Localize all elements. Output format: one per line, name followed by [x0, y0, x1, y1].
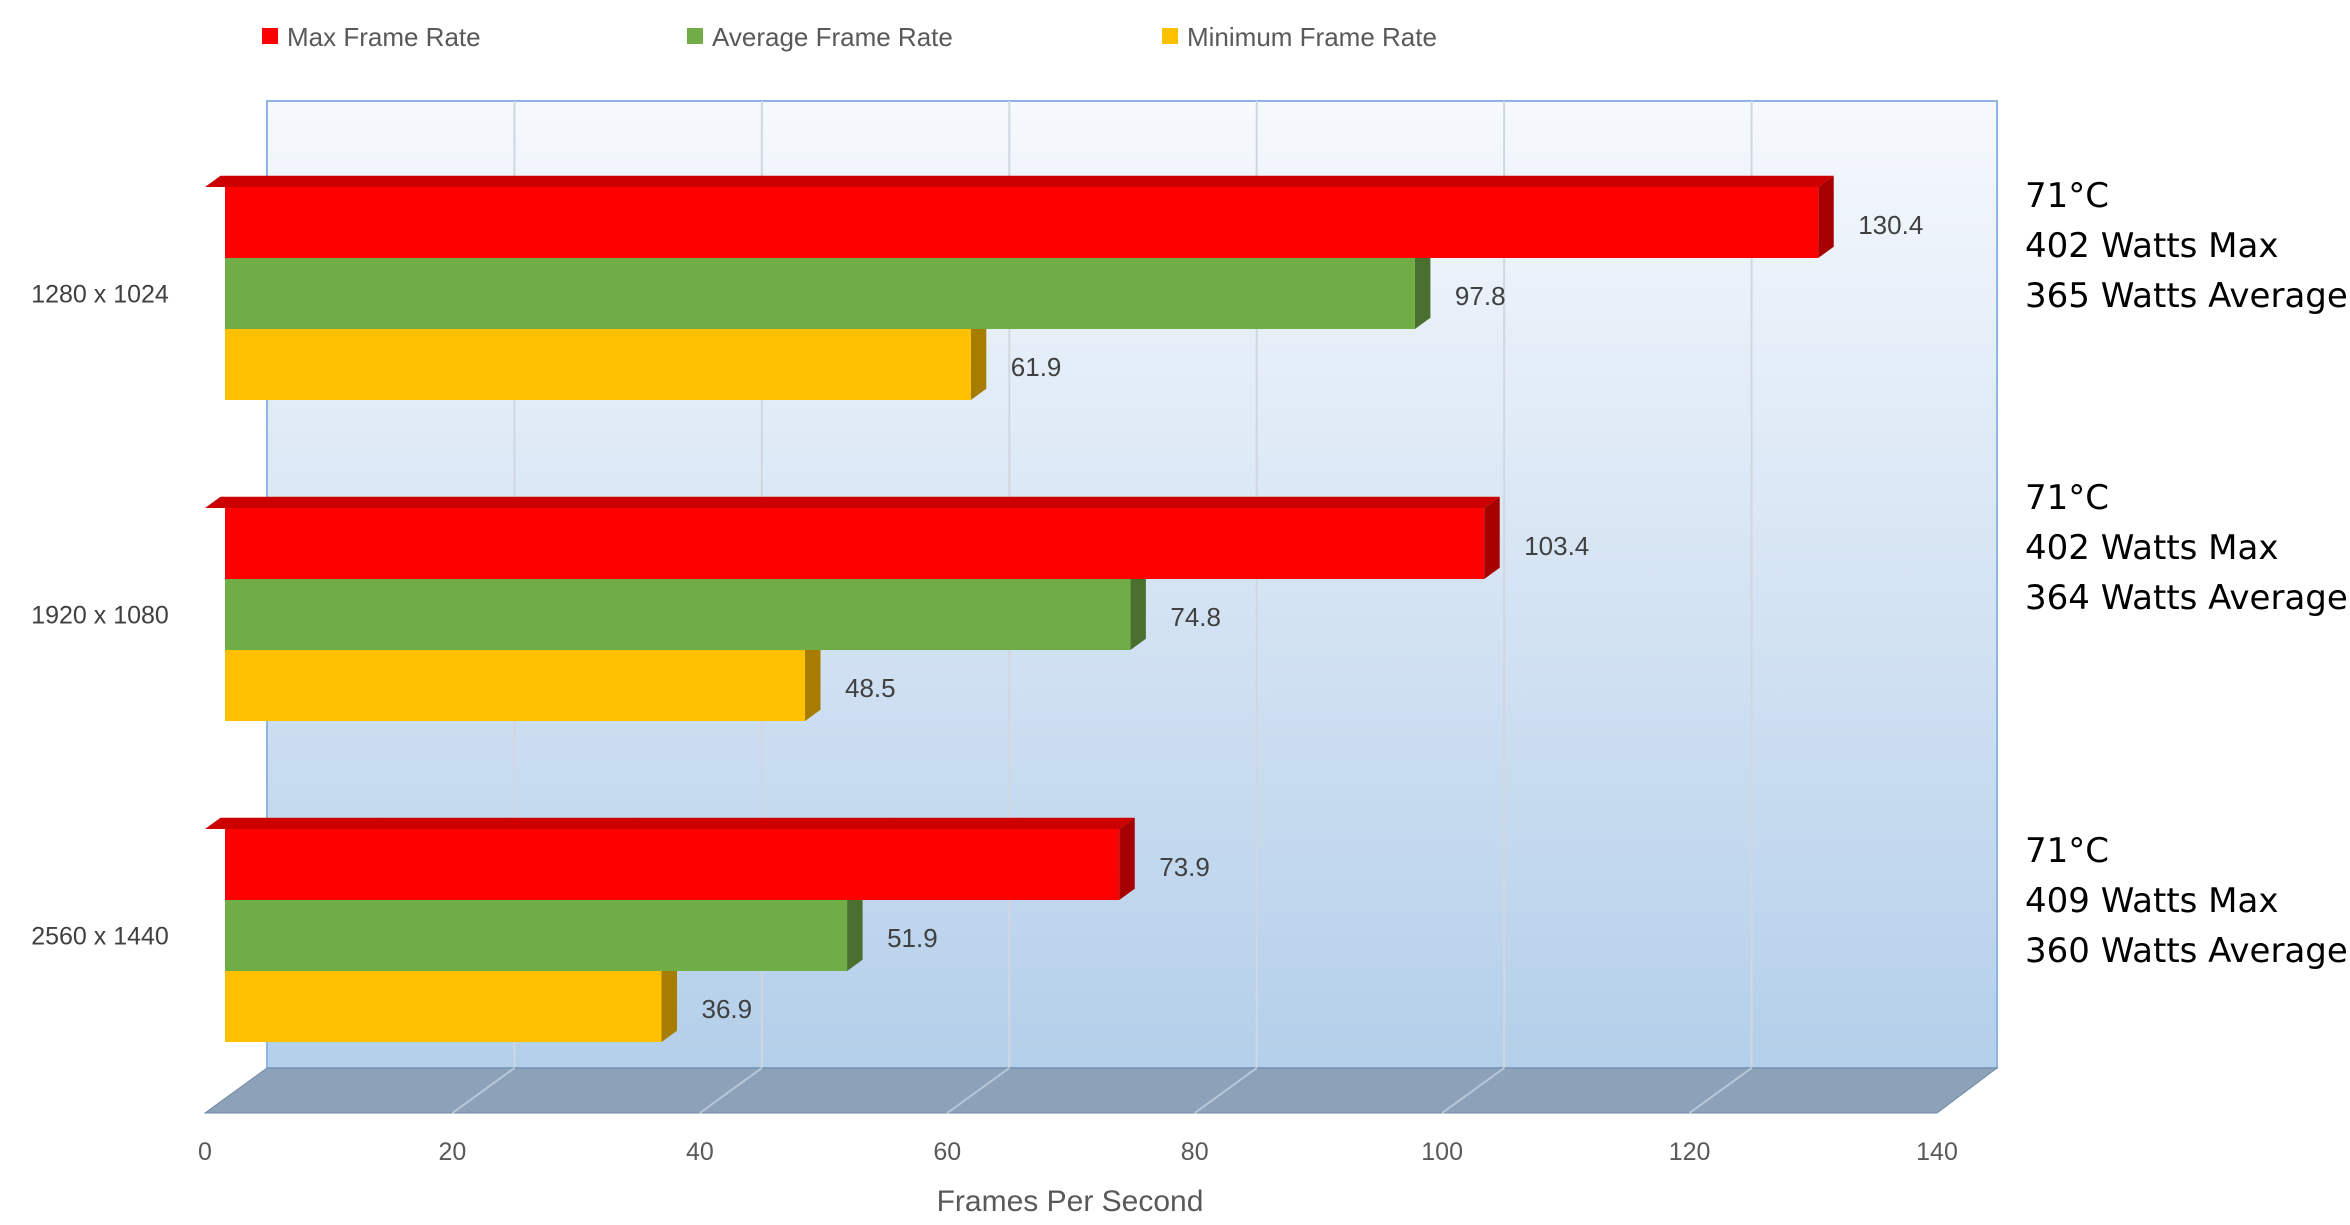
bar-top	[205, 496, 1500, 508]
annotation-line: 71°C	[2025, 478, 2109, 518]
bar-side	[1130, 567, 1146, 650]
value-label: 73.9	[1159, 852, 1210, 882]
x-axis-ticks: 0 20 40 60 80 100 120 140	[198, 1138, 1958, 1166]
bar	[225, 246, 1431, 329]
legend-label: Max Frame Rate	[287, 22, 481, 52]
annotation-line: 365 Watts Average	[2025, 276, 2348, 316]
bar-side	[1484, 496, 1500, 579]
bar-side	[661, 959, 678, 1042]
annotation-line: 409 Watts Max	[2025, 881, 2278, 921]
category-label: 1920 x 1080	[31, 602, 169, 630]
bar-front	[225, 829, 1120, 900]
bar-front	[225, 971, 662, 1042]
bar	[225, 317, 987, 400]
annotation-line: 71°C	[2025, 176, 2109, 216]
bar	[225, 959, 678, 1042]
legend-swatch	[1162, 28, 1178, 44]
x-tick-label: 120	[1669, 1138, 1711, 1166]
annotation-line: 402 Watts Max	[2025, 226, 2278, 266]
annotation-line: 71°C	[2025, 831, 2109, 871]
x-axis-title: Frames Per Second	[937, 1185, 1204, 1218]
category-label: 1280 x 1024	[31, 281, 169, 309]
bar	[205, 175, 1834, 258]
bar-side	[805, 638, 821, 721]
annotation-block: 71°C 402 Watts Max 364 Watts Average	[2025, 478, 2348, 618]
bar-front	[225, 187, 1819, 258]
annotation-block: 71°C 402 Watts Max 365 Watts Average	[2025, 176, 2348, 316]
value-label: 48.5	[845, 673, 896, 703]
legend-swatch	[262, 28, 278, 44]
annotation-line: 360 Watts Average	[2025, 931, 2348, 971]
value-label: 103.4	[1524, 531, 1589, 561]
value-labels: 61.9 97.8 130.4 48.5 74.8 103.4 36.9 51.9 73.9	[702, 210, 1924, 1024]
legend-label: Minimum Frame Rate	[1187, 22, 1437, 52]
legend-item: Minimum Frame Rate	[1162, 22, 1437, 52]
bar-front	[225, 508, 1485, 579]
x-tick-label: 80	[1181, 1138, 1209, 1166]
bar	[205, 496, 1500, 579]
value-label: 97.8	[1455, 281, 1506, 311]
bar-top	[205, 175, 1834, 187]
annotation-line: 364 Watts Average	[2025, 578, 2348, 618]
value-label: 36.9	[702, 994, 753, 1024]
floor-gridline	[1194, 1067, 1258, 1114]
legend-swatch	[687, 28, 703, 44]
bar-top	[205, 817, 1135, 829]
bar-front	[225, 329, 971, 400]
annotations: 71°C 402 Watts Max 365 Watts Average 71°C 40…	[2025, 176, 2348, 971]
annotation-block: 71°C 409 Watts Max 360 Watts Average	[2025, 831, 2348, 971]
bar	[225, 567, 1146, 650]
floor-gridline	[699, 1067, 763, 1114]
x-tick-label: 100	[1421, 1138, 1463, 1166]
floor-gridline	[451, 1067, 516, 1114]
floor-gridlines	[451, 1067, 1753, 1114]
bar-side	[1414, 246, 1431, 329]
bars	[205, 175, 1834, 1042]
bar-side	[1818, 175, 1834, 258]
legend-item: Max Frame Rate	[262, 22, 481, 52]
legend-label: Average Frame Rate	[712, 22, 953, 52]
chart-floor	[203, 1067, 1999, 1114]
legend: Max Frame Rate Average Frame Rate Minimum …	[262, 22, 1437, 52]
bar-side	[1119, 817, 1135, 900]
x-tick-label: 60	[933, 1138, 961, 1166]
bar-side	[970, 317, 987, 400]
value-label: 74.8	[1170, 602, 1221, 632]
floor-gridline	[1688, 1067, 1753, 1114]
bar	[205, 817, 1135, 900]
bar-front	[225, 650, 806, 721]
bar-front	[225, 900, 848, 971]
value-label: 61.9	[1011, 352, 1062, 382]
legend-item: Average Frame Rate	[687, 22, 953, 52]
bar-side	[847, 888, 863, 971]
bar-front	[225, 258, 1415, 329]
bar	[225, 888, 863, 971]
x-tick-label: 20	[439, 1138, 467, 1166]
bar	[225, 638, 821, 721]
x-tick-label: 0	[198, 1138, 212, 1166]
bar-front	[225, 579, 1131, 650]
floor-gridline	[946, 1067, 1010, 1114]
x-tick-label: 40	[686, 1138, 714, 1166]
x-tick-label: 140	[1916, 1138, 1958, 1166]
category-labels: 1280 x 1024 1920 x 1080 2560 x 1440	[31, 281, 169, 951]
value-label: 51.9	[887, 923, 938, 953]
annotation-line: 402 Watts Max	[2025, 528, 2278, 568]
category-label: 2560 x 1440	[31, 923, 169, 951]
value-label: 130.4	[1858, 210, 1923, 240]
floor-gridline	[1441, 1067, 1505, 1114]
